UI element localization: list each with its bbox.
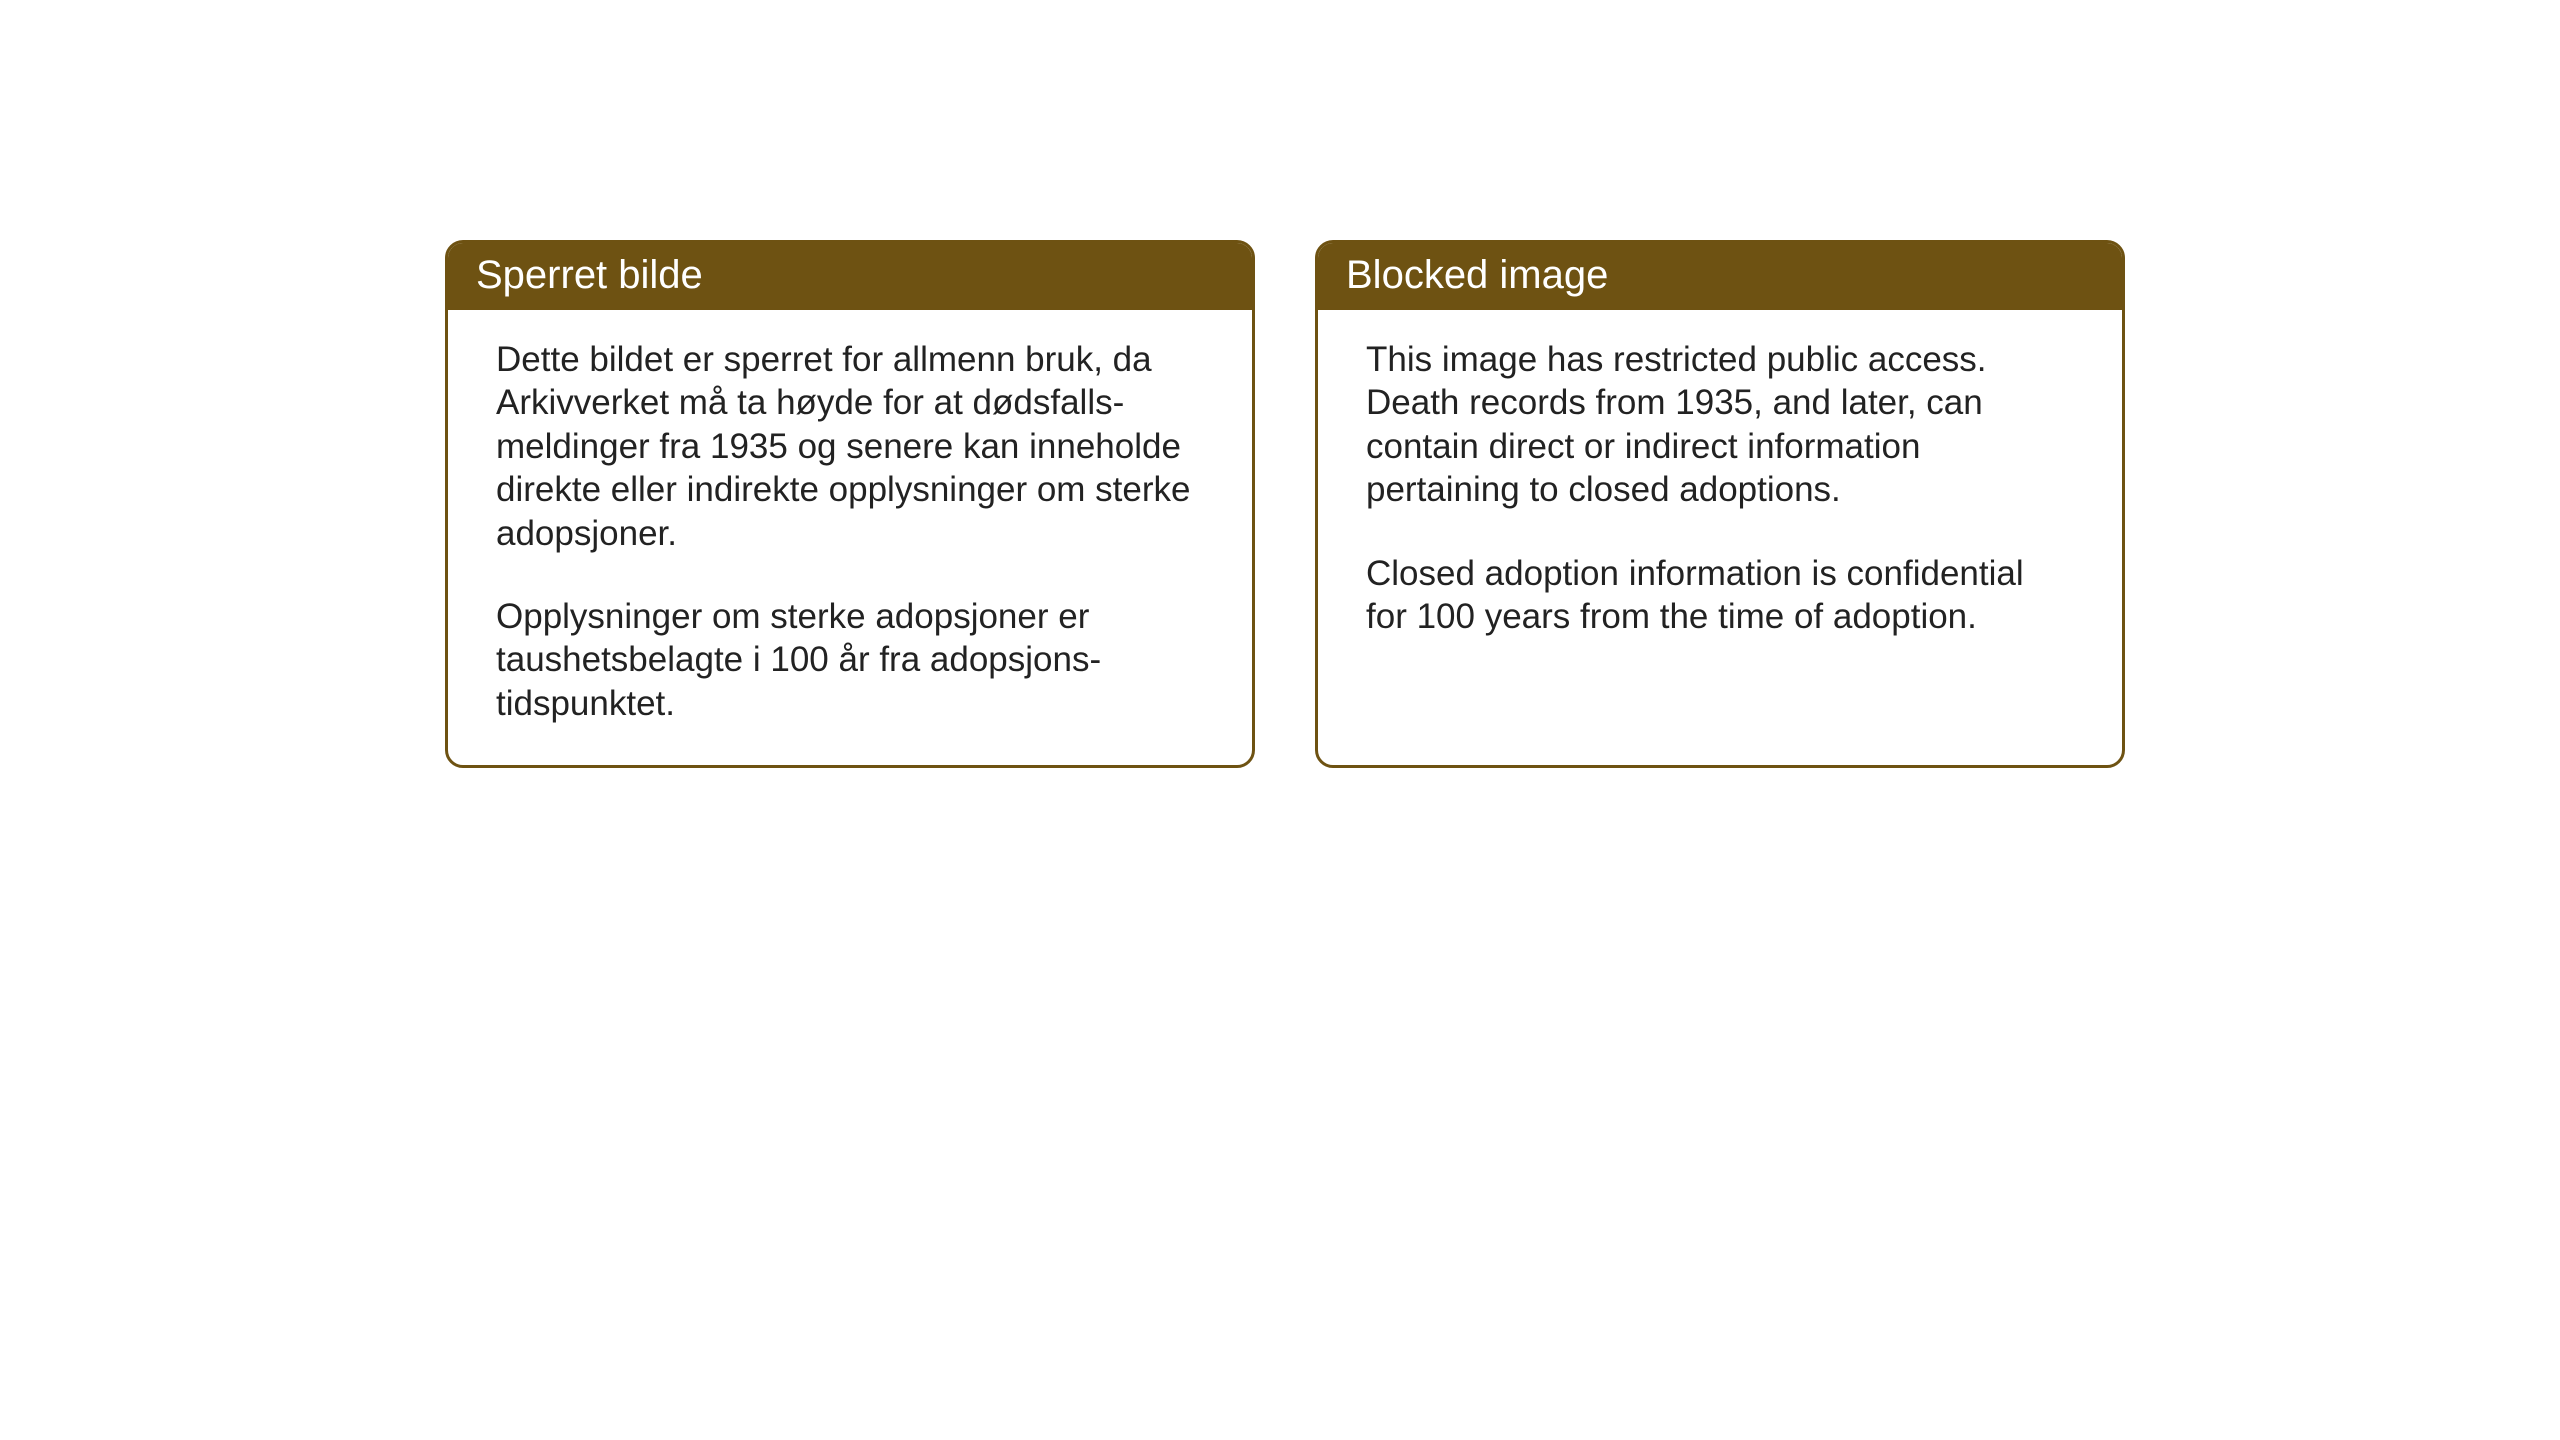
notice-body-english: This image has restricted public access.… bbox=[1318, 310, 2122, 678]
notice-body-norwegian: Dette bildet er sperret for allmenn bruk… bbox=[448, 310, 1252, 765]
notice-box-norwegian: Sperret bilde Dette bildet er sperret fo… bbox=[445, 240, 1255, 768]
notice-container: Sperret bilde Dette bildet er sperret fo… bbox=[445, 240, 2125, 768]
notice-header-norwegian: Sperret bilde bbox=[448, 243, 1252, 310]
notice-box-english: Blocked image This image has restricted … bbox=[1315, 240, 2125, 768]
notice-para2-norwegian: Opplysninger om sterke adopsjoner er tau… bbox=[496, 595, 1204, 725]
notice-para1-english: This image has restricted public access.… bbox=[1366, 338, 2074, 512]
notice-para1-norwegian: Dette bildet er sperret for allmenn bruk… bbox=[496, 338, 1204, 555]
notice-para2-english: Closed adoption information is confident… bbox=[1366, 552, 2074, 639]
notice-header-english: Blocked image bbox=[1318, 243, 2122, 310]
